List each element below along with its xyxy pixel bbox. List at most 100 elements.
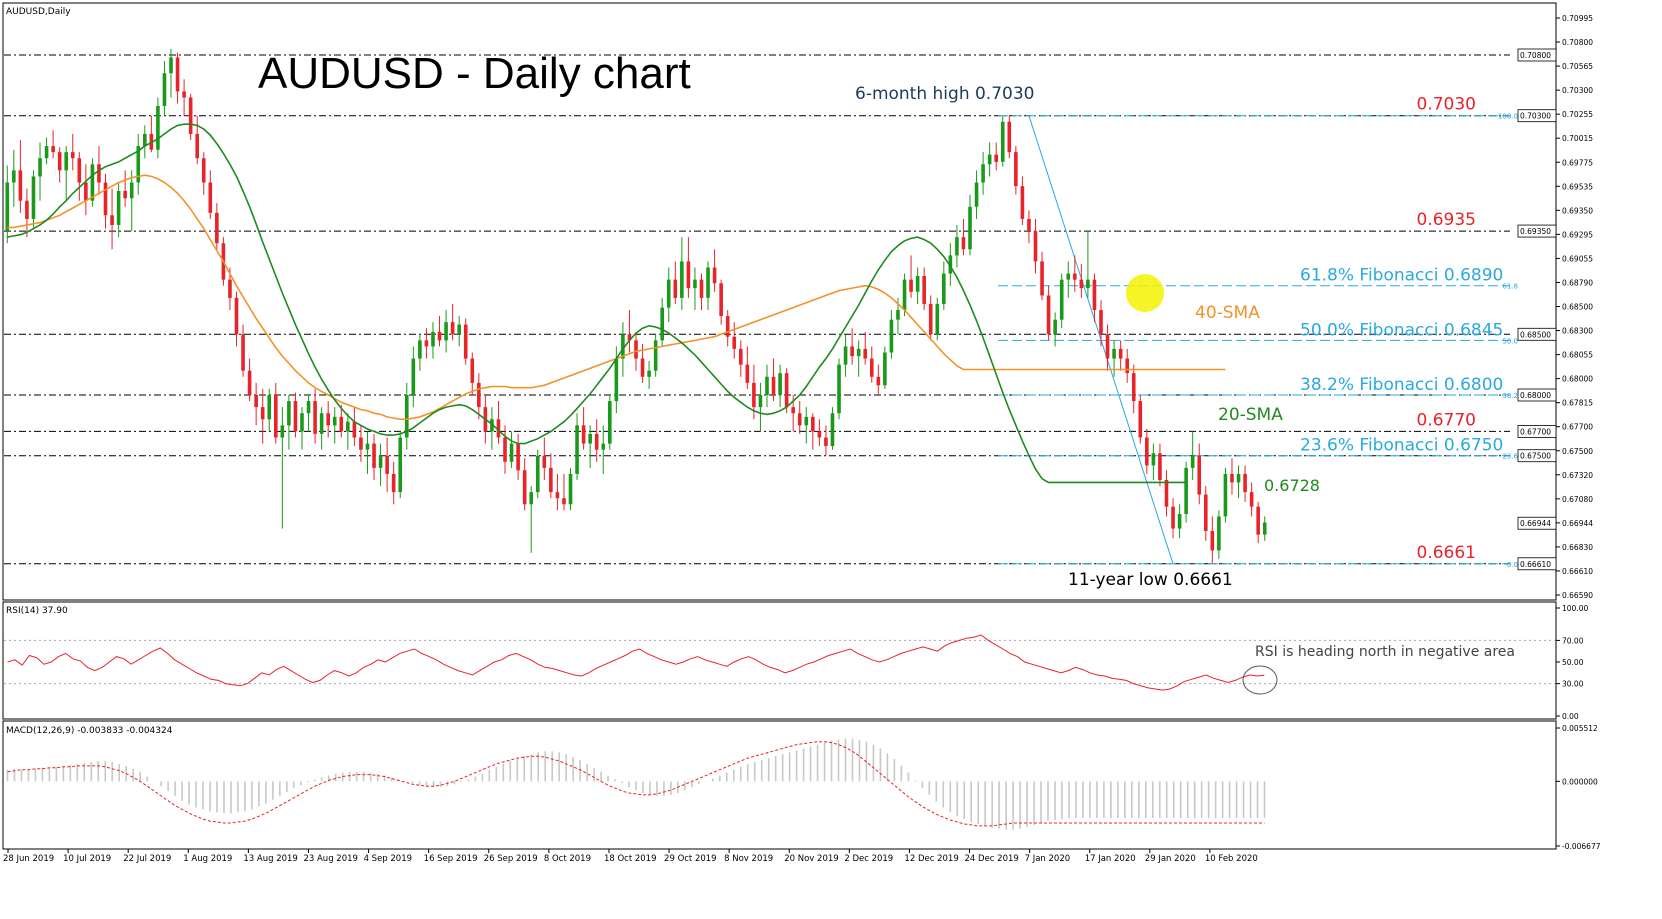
rsi-highlight-circle: [1242, 665, 1278, 695]
candle-body: [693, 279, 697, 289]
candle-body: [378, 455, 383, 468]
candle-body: [470, 358, 475, 383]
candle-body: [1099, 310, 1103, 335]
candle-body: [280, 425, 285, 438]
candle-body: [516, 443, 520, 471]
candle-body: [1197, 455, 1202, 495]
price-tick-label: 0.69775: [1562, 158, 1593, 167]
rsi-tick-label: 50.00: [1562, 658, 1584, 667]
date-label: 29 Jan 2020: [1145, 854, 1196, 864]
candle-body: [385, 455, 389, 474]
candle-body: [84, 182, 88, 201]
candle-body: [804, 416, 809, 426]
candle-body: [935, 303, 940, 335]
candle-body: [549, 467, 553, 493]
candle-body: [955, 237, 959, 256]
candle-body: [103, 182, 108, 216]
candle-body: [457, 324, 461, 335]
price-tick-label: 0.69350: [1562, 206, 1593, 215]
fib-label: 61.8% Fibonacci 0.6890: [1300, 266, 1503, 286]
macd-pane-frame: [2, 720, 1557, 850]
candle-body: [1105, 334, 1110, 359]
price-tag-box: [1517, 449, 1557, 463]
candle-body: [712, 267, 717, 284]
sma20-label: 20-SMA: [1218, 405, 1283, 425]
candle-body: [411, 358, 416, 395]
price-tag-label: 0.69350: [1520, 227, 1551, 236]
date-label: 26 Sep 2019: [484, 854, 538, 864]
price-tag-box: [1517, 388, 1557, 402]
candle-body: [332, 416, 337, 426]
candle-body: [129, 182, 134, 199]
level-label: 0.6661: [1417, 543, 1476, 563]
candle-body: [856, 348, 861, 357]
candle-body: [444, 322, 448, 341]
candle-body: [1203, 494, 1208, 531]
candle-body: [182, 91, 186, 98]
candle-body: [437, 331, 442, 341]
price-tag-label: 0.70800: [1520, 51, 1551, 60]
candle-body: [418, 340, 422, 359]
fib-tag: 38.2: [1502, 392, 1518, 400]
price-tag-box: [1517, 109, 1557, 123]
price-tag-label: 0.68500: [1520, 330, 1551, 339]
candle-body: [1177, 514, 1182, 529]
candle-body: [1027, 218, 1031, 232]
date-label: 8 Oct 2019: [544, 854, 591, 864]
candle-body: [745, 364, 750, 383]
candle-body: [273, 395, 278, 438]
candle-body: [889, 319, 894, 353]
price-axis: 0.70995 0.70800 0.70565 0.70300 0.70255 0.700…: [1517, 14, 1593, 600]
candle-body: [732, 336, 737, 349]
macd-tick-label: 0.005512: [1562, 724, 1598, 733]
candle-body: [339, 416, 344, 432]
rsi-pane: RSI is heading north in negative area 100…: [4, 604, 1588, 721]
candle-body: [784, 373, 789, 408]
candle-body: [817, 431, 822, 438]
price-tick-label: 0.68055: [1562, 351, 1593, 360]
candle-body: [614, 358, 619, 402]
candle-body: [594, 433, 599, 450]
macd-pane: 0.005512 0.000000 -0.006677: [6, 724, 1601, 851]
date-label: 1 Aug 2019: [183, 854, 232, 864]
candle-body: [653, 340, 658, 371]
candle-body: [215, 212, 219, 244]
date-label: 10 Jul 2019: [63, 854, 111, 864]
high-annotation: 6-month high 0.7030: [855, 84, 1034, 104]
candle-body: [922, 276, 926, 304]
price-tick-label: 0.70800: [1562, 38, 1593, 47]
date-label: 17 Jan 2020: [1085, 854, 1136, 864]
candle-body: [1000, 121, 1005, 162]
candle-body: [771, 376, 776, 395]
moving-averages: [7, 123, 1226, 484]
candle-body: [169, 57, 173, 74]
candle-body: [1158, 453, 1162, 480]
candle-body: [431, 331, 435, 347]
candle-body: [824, 437, 828, 446]
candle-body: [719, 283, 723, 317]
candle-body: [686, 261, 691, 289]
price-tick-label: 0.66830: [1562, 543, 1593, 552]
price-tick-label: 0.68790: [1562, 278, 1593, 287]
candle-body: [365, 443, 370, 450]
candle-body: [791, 407, 795, 414]
rsi-tick-label: 100.00: [1562, 604, 1588, 613]
candle-body: [424, 340, 429, 347]
candle-body: [300, 413, 304, 432]
candle-body: [319, 413, 324, 434]
rsi-label: RSI(14) 37.90: [6, 606, 68, 616]
date-label: 4 Sep 2019: [364, 854, 412, 864]
price-tag-box: [1517, 425, 1557, 438]
sma20-value-label: 0.6728: [1264, 476, 1320, 495]
candle-body: [156, 106, 160, 150]
candle-body: [247, 370, 252, 395]
macd-signal-line: [7, 741, 1265, 827]
candle-body: [57, 152, 62, 171]
price-tag-box: [1517, 48, 1557, 62]
candle-body: [535, 455, 540, 493]
candle-body: [575, 425, 579, 474]
price-tick-label: 0.69295: [1562, 230, 1593, 239]
fib-label: 50.0% Fibonacci 0.6845: [1300, 320, 1503, 340]
candle-body: [542, 455, 547, 468]
candle-body: [666, 279, 671, 308]
